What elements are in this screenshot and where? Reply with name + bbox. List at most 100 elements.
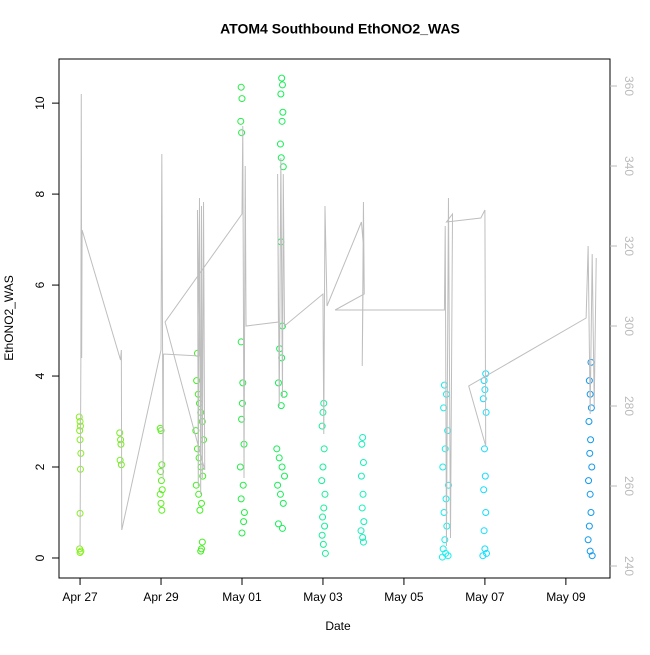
y2-tick-label: 300: [622, 316, 636, 336]
point: [273, 445, 281, 453]
x-tick-label: May 05: [384, 590, 424, 604]
point: [236, 463, 244, 471]
point: [481, 386, 489, 394]
point: [358, 504, 366, 512]
point: [585, 477, 593, 485]
y-tick-label: 10: [33, 96, 47, 110]
point: [438, 553, 446, 561]
point: [278, 74, 286, 82]
y2-tick-label: 260: [622, 476, 636, 496]
point: [318, 477, 326, 485]
point: [359, 433, 367, 441]
point: [586, 490, 594, 498]
point: [240, 518, 248, 526]
series-line: [79, 93, 597, 547]
x-tick-label: May 03: [303, 590, 343, 604]
point: [482, 508, 490, 516]
point: [157, 427, 165, 435]
x-tick-label: May 01: [222, 590, 262, 604]
point: [321, 522, 329, 530]
y-tick-label: 0: [33, 554, 47, 561]
x-tick-label: Apr 29: [143, 590, 179, 604]
point: [480, 527, 488, 535]
point: [117, 436, 125, 444]
point: [440, 381, 448, 389]
point: [279, 163, 287, 171]
point: [158, 486, 166, 494]
y2-tick-label: 280: [622, 396, 636, 416]
point: [318, 422, 326, 430]
point: [319, 513, 327, 521]
y-tick-label: 4: [33, 372, 47, 379]
point: [585, 522, 593, 530]
point: [586, 449, 594, 457]
point: [441, 445, 449, 453]
point: [481, 472, 489, 480]
point: [584, 536, 592, 544]
point: [238, 529, 246, 537]
point: [196, 506, 204, 514]
plot-frame: [58, 58, 611, 579]
point: [586, 547, 594, 555]
y-tick-label: 8: [33, 190, 47, 197]
point: [480, 445, 488, 453]
point: [75, 413, 83, 421]
point: [357, 472, 365, 480]
point: [321, 490, 329, 498]
point: [442, 390, 450, 398]
point: [319, 540, 327, 548]
point: [200, 436, 208, 444]
point: [278, 117, 286, 125]
point: [158, 506, 166, 514]
point: [585, 418, 593, 426]
point: [359, 490, 367, 498]
point: [77, 547, 85, 555]
point: [588, 552, 596, 560]
point: [240, 508, 248, 516]
point: [237, 495, 245, 503]
x-axis-label: Date: [325, 619, 351, 633]
x-tick-label: Apr 27: [62, 590, 98, 604]
point: [278, 524, 286, 532]
point: [277, 402, 285, 410]
point: [358, 440, 366, 448]
point: [479, 395, 487, 403]
y2-tick-label: 360: [622, 76, 636, 96]
point: [76, 549, 84, 557]
x-tick-label: May 07: [465, 590, 505, 604]
point: [444, 427, 452, 435]
point: [197, 547, 205, 555]
point: [238, 95, 246, 103]
point: [156, 490, 164, 498]
y2-tick-label: 240: [622, 556, 636, 576]
point: [117, 440, 125, 448]
point: [279, 108, 287, 116]
point: [482, 408, 490, 416]
point: [274, 520, 282, 528]
point: [192, 481, 200, 489]
point: [280, 390, 288, 398]
point: [440, 404, 448, 412]
point: [195, 399, 203, 407]
point: [318, 531, 326, 539]
point: [157, 499, 165, 507]
point: [237, 83, 245, 91]
point: [76, 418, 84, 426]
point: [157, 477, 165, 485]
point: [76, 427, 84, 435]
point: [237, 117, 245, 125]
point: [278, 463, 286, 471]
point: [587, 508, 595, 516]
y2-tick-label: 320: [622, 236, 636, 256]
point: [360, 518, 368, 526]
point: [359, 538, 367, 546]
point: [441, 536, 449, 544]
point: [238, 399, 246, 407]
point: [116, 429, 124, 437]
point: [239, 379, 247, 387]
chart-title: ATOM4 Southbound EthONO2_WAS: [220, 21, 460, 37]
point: [274, 481, 282, 489]
y-tick-label: 2: [33, 463, 47, 470]
point: [274, 379, 282, 387]
point: [116, 456, 124, 464]
